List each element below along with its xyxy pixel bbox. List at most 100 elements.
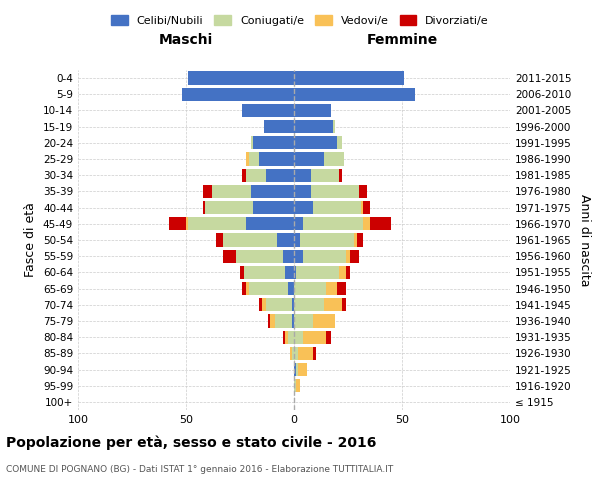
- Bar: [242, 282, 247, 295]
- Bar: [266, 168, 294, 182]
- Bar: [302, 217, 363, 230]
- Bar: [294, 104, 331, 117]
- Bar: [266, 298, 292, 312]
- Bar: [287, 330, 294, 344]
- Bar: [294, 298, 324, 312]
- Bar: [186, 217, 188, 230]
- Bar: [294, 217, 302, 230]
- Bar: [247, 168, 266, 182]
- Bar: [361, 201, 363, 214]
- Bar: [203, 185, 212, 198]
- Bar: [302, 250, 346, 263]
- Text: Popolazione per età, sesso e stato civile - 2016: Popolazione per età, sesso e stato civil…: [6, 435, 376, 450]
- Bar: [259, 298, 262, 312]
- Bar: [346, 250, 350, 263]
- Bar: [275, 314, 292, 328]
- Bar: [294, 201, 313, 214]
- Text: Maschi: Maschi: [159, 34, 213, 48]
- Bar: [259, 152, 294, 166]
- Bar: [248, 282, 287, 295]
- Y-axis label: Anni di nascita: Anni di nascita: [578, 194, 591, 286]
- Bar: [169, 217, 186, 230]
- Bar: [337, 136, 341, 149]
- Bar: [296, 379, 301, 392]
- Bar: [205, 201, 253, 214]
- Bar: [355, 234, 356, 246]
- Bar: [311, 168, 340, 182]
- Bar: [292, 314, 294, 328]
- Bar: [294, 234, 301, 246]
- Text: COMUNE DI POGNANO (BG) - Dati ISTAT 1° gennaio 2016 - Elaborazione TUTTITALIA.IT: COMUNE DI POGNANO (BG) - Dati ISTAT 1° g…: [6, 465, 393, 474]
- Bar: [341, 298, 346, 312]
- Bar: [182, 88, 294, 101]
- Bar: [283, 330, 286, 344]
- Bar: [270, 314, 275, 328]
- Bar: [294, 72, 404, 85]
- Bar: [294, 168, 311, 182]
- Bar: [363, 201, 370, 214]
- Bar: [350, 250, 359, 263]
- Bar: [298, 363, 307, 376]
- Bar: [301, 234, 355, 246]
- Bar: [298, 346, 313, 360]
- Bar: [313, 314, 335, 328]
- Bar: [333, 120, 335, 134]
- Bar: [311, 185, 359, 198]
- Bar: [296, 266, 340, 279]
- Bar: [188, 217, 247, 230]
- Bar: [247, 217, 294, 230]
- Bar: [248, 152, 259, 166]
- Bar: [294, 346, 298, 360]
- Bar: [262, 298, 266, 312]
- Bar: [294, 282, 326, 295]
- Bar: [294, 185, 311, 198]
- Bar: [340, 168, 341, 182]
- Bar: [337, 282, 346, 295]
- Bar: [326, 330, 331, 344]
- Bar: [294, 152, 324, 166]
- Bar: [294, 250, 302, 263]
- Bar: [240, 266, 244, 279]
- Bar: [223, 250, 236, 263]
- Bar: [286, 330, 287, 344]
- Bar: [294, 379, 296, 392]
- Bar: [216, 234, 223, 246]
- Bar: [292, 298, 294, 312]
- Bar: [294, 136, 337, 149]
- Bar: [247, 282, 248, 295]
- Bar: [340, 266, 346, 279]
- Bar: [324, 152, 344, 166]
- Bar: [236, 250, 283, 263]
- Y-axis label: Fasce di età: Fasce di età: [25, 202, 37, 278]
- Bar: [188, 72, 294, 85]
- Bar: [294, 120, 333, 134]
- Bar: [296, 363, 298, 376]
- Bar: [287, 282, 294, 295]
- Bar: [286, 266, 294, 279]
- Bar: [251, 136, 253, 149]
- Bar: [356, 234, 363, 246]
- Bar: [294, 266, 296, 279]
- Bar: [324, 298, 341, 312]
- Bar: [290, 346, 292, 360]
- Bar: [294, 88, 415, 101]
- Bar: [363, 217, 370, 230]
- Bar: [242, 104, 294, 117]
- Bar: [326, 282, 337, 295]
- Bar: [292, 346, 294, 360]
- Bar: [264, 120, 294, 134]
- Bar: [212, 185, 251, 198]
- Bar: [203, 201, 205, 214]
- Bar: [302, 330, 326, 344]
- Bar: [251, 185, 294, 198]
- Bar: [247, 152, 248, 166]
- Bar: [268, 314, 270, 328]
- Bar: [346, 266, 350, 279]
- Bar: [359, 185, 367, 198]
- Bar: [242, 168, 247, 182]
- Bar: [370, 217, 391, 230]
- Bar: [313, 346, 316, 360]
- Bar: [223, 234, 277, 246]
- Bar: [313, 201, 361, 214]
- Bar: [294, 363, 296, 376]
